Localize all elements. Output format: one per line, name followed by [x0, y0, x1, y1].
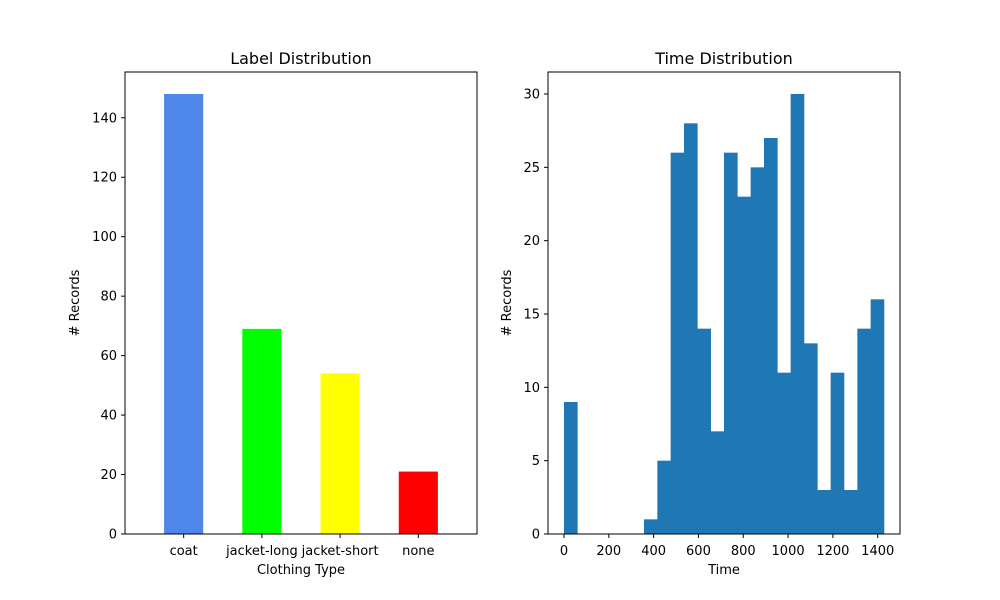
histogram-bar: [697, 328, 711, 534]
y-tick-label: 40: [100, 409, 117, 424]
bar-jacket-long: [242, 328, 282, 534]
x-tick-label: 200: [596, 544, 621, 559]
y-tick-label: 0: [109, 528, 117, 543]
bars: [164, 94, 438, 534]
histogram-bar: [817, 490, 831, 534]
y-tick-label: 30: [523, 88, 540, 103]
bar-none: [398, 471, 438, 534]
x-tick-label: 800: [731, 544, 756, 559]
y-tick-label: 15: [523, 308, 540, 323]
x-tick-label: jacket-long: [225, 544, 298, 559]
x-tick-label: none: [402, 544, 434, 559]
histogram-bar: [844, 490, 858, 534]
histogram-bar: [724, 152, 738, 534]
y-tick-label: 120: [92, 171, 117, 186]
x-axis-label: Clothing Type: [257, 563, 345, 578]
histogram-bar: [684, 123, 698, 534]
y-tick-label: 80: [100, 290, 117, 305]
x-tick-label: 1400: [861, 544, 894, 559]
plot-frame: [124, 71, 478, 535]
label-distribution-chart: Label Distribution coat jacket-long jacket…: [68, 49, 478, 578]
y-tick-label: 20: [523, 234, 540, 249]
histogram-bar: [564, 402, 578, 534]
y-tick-label: 10: [523, 381, 540, 396]
histogram-bar: [737, 196, 751, 534]
bar-jacket-short: [320, 373, 360, 534]
y-tick-label: 20: [100, 468, 117, 483]
histogram-bar: [777, 372, 791, 534]
histogram-bar: [657, 460, 671, 534]
time-distribution-chart: Time Distribution 0 200 400 600 800 1000 1200 1…: [500, 49, 901, 578]
y-tick-label: 140: [92, 111, 117, 126]
y-tick-label: 0: [532, 528, 540, 543]
y-axis-label: # Records: [68, 269, 83, 336]
x-tick-label: jacket-short: [301, 544, 379, 559]
x-tick-label: 1200: [816, 544, 849, 559]
ticks: coat jacket-long jacket-short none 0 20 40 60 80…: [92, 111, 434, 559]
y-tick-label: 100: [92, 230, 117, 245]
x-tick-label: 400: [641, 544, 666, 559]
histogram-bar: [804, 343, 818, 534]
histogram-bars: [564, 94, 885, 535]
y-tick-label: 25: [523, 161, 540, 176]
x-tick-label: 1000: [772, 544, 805, 559]
ticks: 0 200 400 600 800 1000 1200 1400 0 5 10 15 20 25 30: [523, 88, 894, 560]
histogram-bar: [870, 299, 885, 534]
x-axis-label: Time: [707, 563, 740, 578]
x-tick-label: coat: [170, 544, 198, 559]
x-tick-label: 0: [560, 544, 568, 559]
histogram-bar: [830, 372, 845, 534]
histogram-bar: [857, 328, 871, 534]
y-tick-label: 60: [100, 349, 117, 364]
x-tick-label: 600: [686, 544, 711, 559]
plot-frame: [547, 71, 901, 535]
histogram-bar: [710, 431, 725, 534]
y-tick-label: 5: [532, 454, 540, 469]
histogram-bar: [670, 152, 685, 534]
chart-title: Time Distribution: [654, 49, 793, 68]
histogram-bar: [764, 138, 778, 534]
chart-title: Label Distribution: [230, 49, 372, 68]
bar-coat: [164, 94, 204, 534]
y-axis-label: # Records: [500, 269, 515, 336]
histogram-bar: [644, 519, 658, 534]
histogram-bar: [790, 94, 805, 534]
histogram-bar: [750, 167, 765, 535]
